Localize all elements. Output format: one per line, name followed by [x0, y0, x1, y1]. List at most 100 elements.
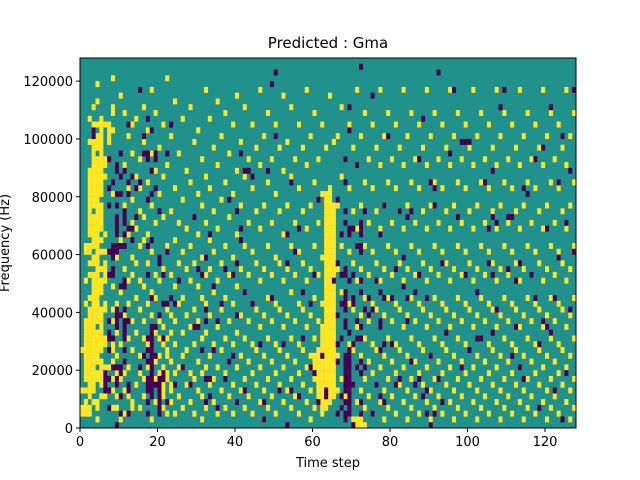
heatmap-cell-high: [432, 110, 437, 116]
heatmap-cell-low: [405, 318, 410, 325]
heatmap-cell-low: [347, 370, 352, 377]
heatmap-cell-high: [99, 225, 104, 232]
heatmap-cell-high: [103, 364, 108, 371]
heatmap-cell-low: [103, 370, 108, 377]
heatmap-cell-high: [467, 144, 472, 151]
heatmap-cell-high: [494, 323, 499, 330]
heatmap-cell-high: [200, 335, 205, 342]
heatmap-cell-high: [204, 300, 209, 307]
heatmap-cell-high: [238, 312, 243, 319]
heatmap-cell-high: [207, 266, 212, 273]
heatmap-cell-low: [145, 381, 150, 388]
heatmap-cell-high: [483, 156, 488, 163]
heatmap-cell-high: [331, 214, 336, 221]
heatmap-cell-high: [250, 370, 255, 377]
heatmap-cell-high: [215, 162, 220, 168]
heatmap-cell-low: [351, 422, 356, 429]
heatmap-cell-high: [568, 416, 573, 423]
heatmap-cell-high: [312, 110, 317, 116]
heatmap-cell-high: [490, 306, 495, 313]
heatmap-cell-high: [87, 196, 92, 203]
heatmap-cell-high: [266, 375, 271, 382]
heatmap-cell-low: [331, 277, 336, 284]
heatmap-cell-low: [149, 190, 154, 197]
heatmap-cell-low: [126, 225, 131, 232]
heatmap-cell-high: [134, 115, 139, 122]
heatmap-cell-low: [409, 208, 414, 215]
heatmap-cell-high: [204, 219, 209, 226]
heatmap-cell-high: [382, 416, 387, 423]
heatmap-cell-high: [568, 266, 573, 273]
heatmap-cell-high: [366, 219, 371, 226]
heatmap-cell-high: [440, 300, 445, 307]
heatmap-cell-high: [397, 260, 402, 267]
heatmap-cell-low: [343, 364, 348, 371]
heatmap-cell-high: [525, 404, 530, 411]
heatmap-cell-high: [138, 306, 143, 313]
heatmap-cell-high: [95, 254, 100, 261]
heatmap-cell-high: [83, 387, 88, 394]
heatmap-cell-high: [413, 219, 418, 226]
heatmap-cell-high: [328, 219, 333, 226]
heatmap-cell-high: [339, 173, 344, 180]
heatmap-cell-high: [99, 127, 104, 134]
heatmap-cell-high: [362, 404, 367, 411]
heatmap-cell-low: [355, 364, 360, 371]
heatmap-cell-low: [293, 248, 298, 255]
heatmap-cell-high: [126, 133, 131, 140]
heatmap-cell-high: [83, 364, 88, 371]
heatmap-cell-high: [471, 364, 476, 371]
heatmap-cell-high: [192, 410, 197, 417]
heatmap-cell-high: [130, 219, 135, 226]
heatmap-cell-high: [87, 231, 92, 238]
heatmap-cell-high: [328, 387, 333, 394]
heatmap-cell-high: [188, 370, 193, 377]
heatmap-cell-high: [545, 312, 550, 319]
heatmap-cell-high: [331, 254, 336, 261]
heatmap-cell-low: [285, 422, 290, 429]
heatmap-cell-high: [219, 306, 224, 313]
heatmap-cell-high: [103, 162, 108, 168]
heatmap-cell-high: [188, 399, 193, 406]
heatmap-cell-high: [285, 312, 290, 319]
heatmap-cell-high: [99, 202, 104, 209]
heatmap-cell-high: [413, 393, 418, 400]
heatmap-cell-high: [103, 335, 108, 342]
heatmap-cell-high: [269, 358, 274, 365]
heatmap-cell-low: [204, 375, 209, 382]
heatmap-cell-high: [545, 202, 550, 209]
heatmap-cell-low: [145, 150, 150, 157]
heatmap-cell-low: [289, 387, 294, 394]
heatmap-cell-high: [331, 283, 336, 290]
heatmap-cell-high: [448, 225, 453, 232]
heatmap-cell-high: [99, 358, 104, 365]
heatmap-cell-high: [572, 243, 577, 249]
heatmap-cell-high: [91, 381, 96, 388]
heatmap-cell-high: [401, 86, 406, 93]
heatmap-cell-high: [273, 254, 278, 261]
heatmap-cell-high: [262, 133, 267, 140]
heatmap-cell-high: [180, 196, 185, 203]
heatmap-cell-high: [281, 277, 286, 284]
heatmap-cell-high: [122, 410, 127, 417]
heatmap-cell-high: [328, 358, 333, 365]
heatmap-cell-high: [552, 156, 557, 163]
heatmap-cell-low: [157, 260, 162, 267]
heatmap-cell-low: [355, 318, 360, 325]
heatmap-cell-high: [165, 335, 170, 342]
heatmap-cell-high: [517, 225, 522, 232]
heatmap-cell-high: [316, 156, 321, 163]
heatmap-cell-low: [347, 277, 352, 284]
heatmap-cell-high: [99, 156, 104, 163]
heatmap-cell-low: [118, 173, 123, 180]
heatmap-cell-low: [556, 254, 561, 261]
heatmap-cell-high: [157, 370, 162, 377]
heatmap-cell-high: [99, 393, 104, 400]
heatmap-cell-high: [95, 283, 100, 290]
heatmap-cell-high: [173, 410, 178, 417]
heatmap-cell-high: [277, 347, 282, 353]
heatmap-cell-high: [471, 399, 476, 406]
heatmap-cell-high: [126, 393, 131, 400]
x-tick-label: 120: [533, 435, 558, 450]
heatmap-cell-low: [145, 156, 150, 163]
